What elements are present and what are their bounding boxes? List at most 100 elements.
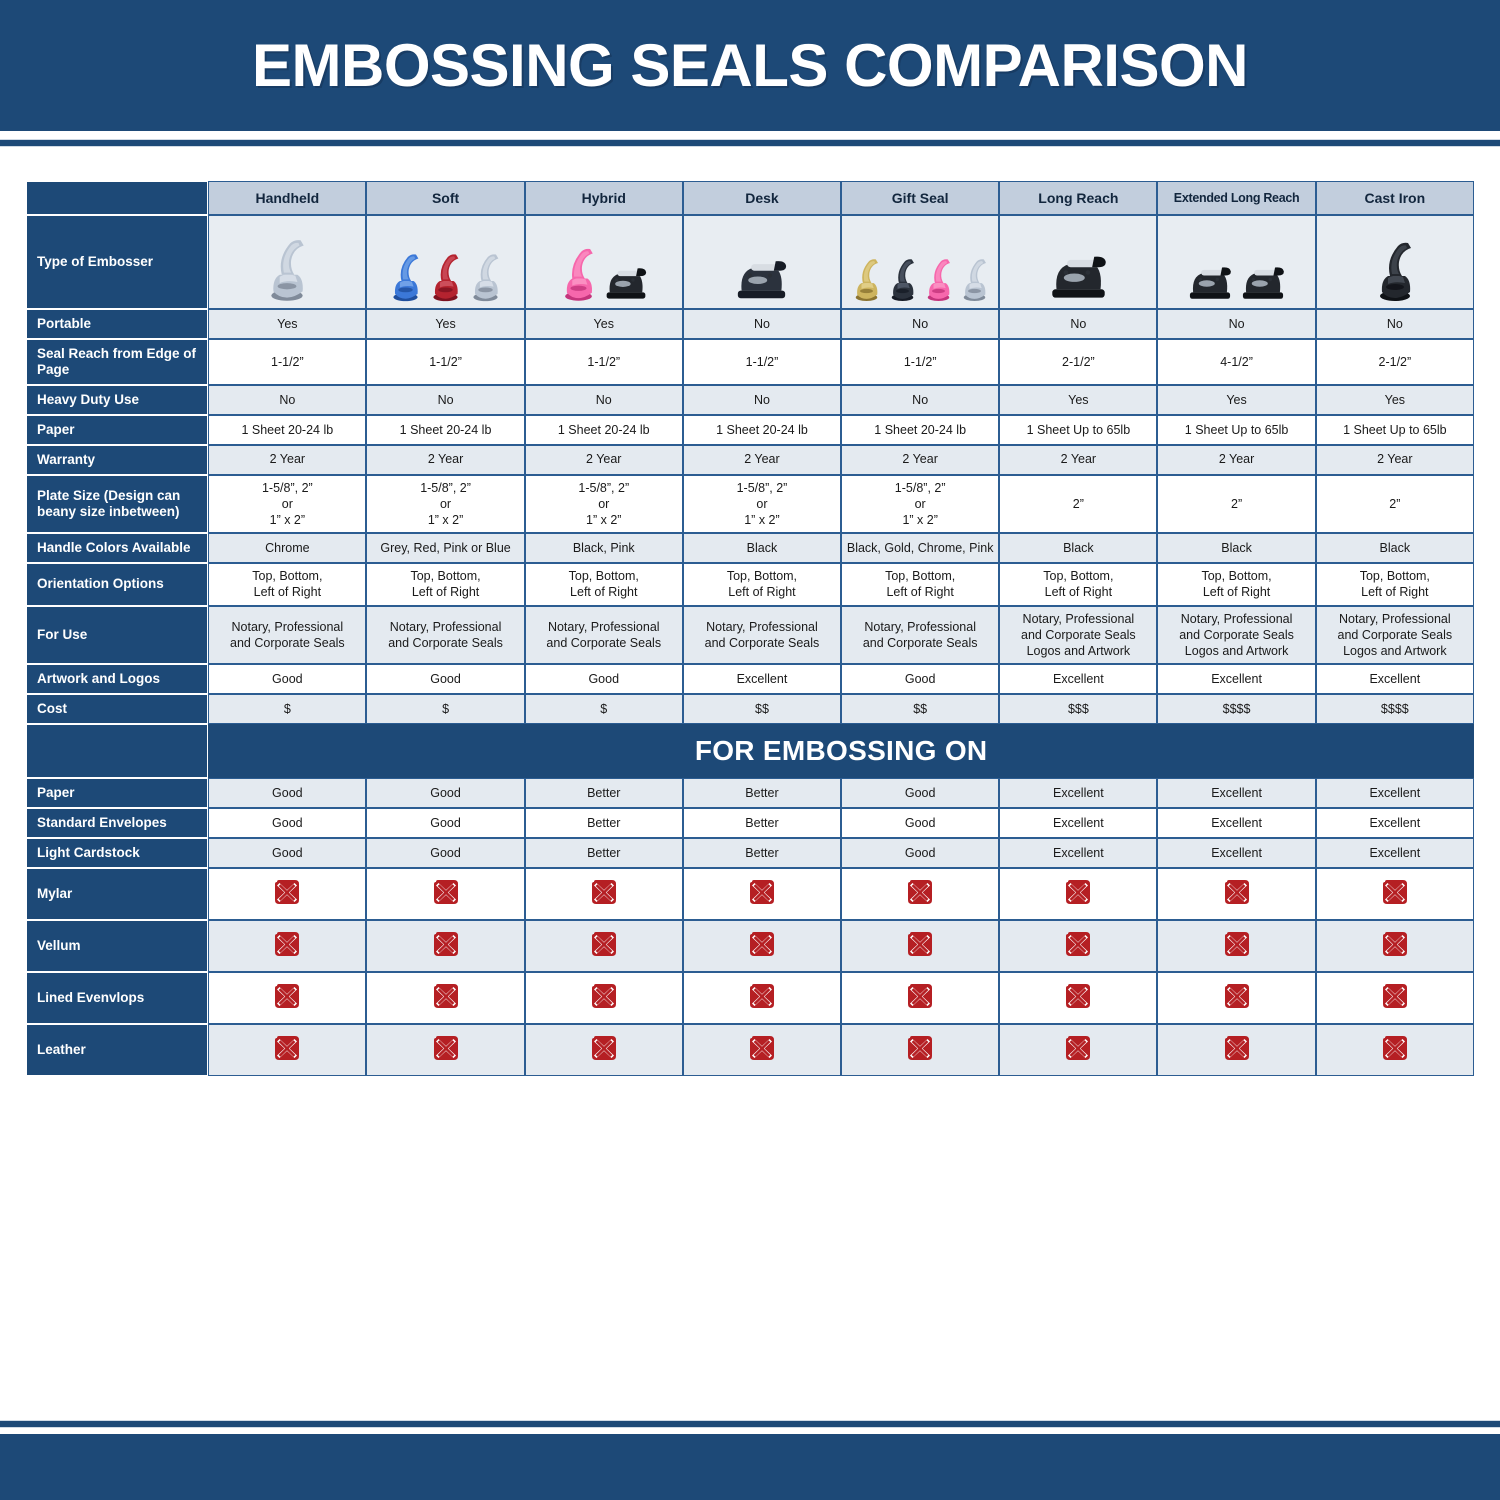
cell-extended-long-reach: 4-1/2”	[1157, 338, 1316, 385]
column-header-handheld: Handheld	[208, 181, 367, 215]
cell-desk	[682, 868, 842, 921]
x-mark-icon	[433, 931, 459, 957]
cell-gift-seal: Good	[841, 838, 1000, 869]
section-banner-row: FOR EMBOSSING ON	[26, 724, 1474, 779]
embosser-illustration	[732, 249, 791, 302]
table-row: Leather	[26, 1024, 1474, 1077]
row-label-handle-colors-available: Handle Colors Available	[26, 533, 209, 564]
cell-desk: Better	[682, 778, 842, 809]
embosser-illustration	[1185, 257, 1235, 302]
table-row: Paper Good Good Better Better Good Excellent Ex…	[26, 778, 1474, 809]
cell-soft: Yes	[366, 309, 525, 339]
cell-gift-seal: Notary, Professional and Corporate Seals	[841, 605, 1000, 665]
table-row: Warranty 2 Year 2 Year 2 Year 2 Year 2 Year 2 …	[26, 444, 1474, 475]
cell-desk: No	[682, 384, 842, 415]
row-label-orientation-options: Orientation Options	[26, 563, 209, 606]
cell-handheld: Top, Bottom, Left of Right	[208, 563, 367, 606]
cell-gift-seal: Top, Bottom, Left of Right	[841, 563, 1000, 606]
cell-soft: 1-5/8”, 2” or 1” x 2”	[366, 474, 525, 534]
cell-long-reach	[999, 920, 1158, 973]
cell-long-reach: Excellent	[999, 778, 1158, 809]
cell-soft: Grey, Red, Pink or Blue	[366, 533, 525, 564]
cell-hybrid	[524, 972, 683, 1025]
embosser-illustration	[886, 257, 919, 302]
bottom-banner	[0, 1434, 1500, 1500]
row-label-heavy-duty-use: Heavy Duty Use	[26, 384, 209, 415]
x-mark-icon	[749, 983, 775, 1009]
x-mark-icon	[1065, 931, 1091, 957]
cell-long-reach	[999, 972, 1158, 1025]
cell-cast-iron: Excellent	[1315, 838, 1474, 869]
cell-cast-iron: Yes	[1315, 384, 1474, 415]
row-label-warranty: Warranty	[26, 444, 209, 475]
cell-gift-seal: Good	[841, 664, 1000, 695]
x-mark-icon	[1382, 983, 1408, 1009]
cell-cast-iron: $$$$	[1315, 694, 1474, 725]
cell-gift-seal	[841, 1024, 1000, 1077]
cell-desk	[682, 215, 842, 309]
cell-long-reach: Top, Bottom, Left of Right	[999, 563, 1158, 606]
cell-soft: Top, Bottom, Left of Right	[366, 563, 525, 606]
cell-gift-seal: 2 Year	[841, 444, 1000, 475]
cast-iron-embosser	[1317, 216, 1473, 308]
row-label-paper: Paper	[26, 778, 209, 809]
soft-embossers	[367, 216, 523, 308]
cell-handheld: Good	[208, 838, 367, 869]
x-mark-icon	[591, 931, 617, 957]
cell-desk: 1 Sheet 20-24 lb	[682, 414, 842, 445]
table-row: Lined Evenvlops	[26, 972, 1474, 1025]
table-row: Type of Embosser	[26, 215, 1474, 309]
cell-gift-seal: No	[841, 309, 1000, 339]
cell-hybrid: No	[524, 384, 683, 415]
x-mark-icon	[1382, 879, 1408, 905]
cell-gift-seal: $$	[841, 694, 1000, 725]
cell-cast-iron	[1315, 920, 1474, 973]
extended-long-reach-embossers	[1158, 216, 1314, 308]
cell-soft: Good	[366, 664, 525, 695]
cell-long-reach: 2”	[999, 474, 1158, 534]
cell-cast-iron	[1315, 1024, 1474, 1077]
table-header: Handheld Soft Hybrid Desk Gift Seal Long Reac…	[26, 181, 1474, 215]
table-row: Handle Colors Available Chrome Grey, Red, …	[26, 533, 1474, 564]
embosser-illustration	[1046, 243, 1111, 302]
row-label-paper: Paper	[26, 414, 209, 445]
cell-hybrid: Top, Bottom, Left of Right	[524, 563, 683, 606]
table-row: Cost $ $ $ $$ $$ $$$ $$$$ $$$$	[26, 694, 1474, 725]
column-header-long-reach: Long Reach	[999, 181, 1158, 215]
cell-desk: 2 Year	[682, 444, 842, 475]
cell-gift-seal	[841, 215, 1000, 309]
cell-extended-long-reach: $$$$	[1157, 694, 1316, 725]
cell-hybrid: 2 Year	[524, 444, 683, 475]
cell-extended-long-reach: Top, Bottom, Left of Right	[1157, 563, 1316, 606]
row-label-artwork-and-logos: Artwork and Logos	[26, 664, 209, 695]
cell-extended-long-reach	[1157, 1024, 1316, 1077]
cell-long-reach: Yes	[999, 384, 1158, 415]
table-row: Vellum	[26, 920, 1474, 973]
column-header-desk: Desk	[682, 181, 842, 215]
cell-hybrid: Black, Pink	[524, 533, 683, 564]
cell-long-reach: 1 Sheet Up to 65lb	[999, 414, 1158, 445]
cell-cast-iron	[1315, 972, 1474, 1025]
cell-hybrid	[524, 215, 683, 309]
cell-hybrid: Better	[524, 778, 683, 809]
cell-cast-iron: Excellent	[1315, 778, 1474, 809]
cell-hybrid	[524, 868, 683, 921]
x-mark-icon	[274, 931, 300, 957]
x-mark-icon	[591, 983, 617, 1009]
row-label-cost: Cost	[26, 694, 209, 725]
cell-extended-long-reach: Excellent	[1157, 838, 1316, 869]
cell-long-reach: No	[999, 309, 1158, 339]
cell-handheld: 1 Sheet 20-24 lb	[208, 414, 367, 445]
cell-long-reach: 2-1/2”	[999, 338, 1158, 385]
x-mark-icon	[274, 879, 300, 905]
table-row: Orientation Options Top, Bottom, Left of …	[26, 563, 1474, 606]
embosser-illustration	[958, 257, 991, 302]
cell-handheld: 1-1/2”	[208, 338, 367, 385]
cell-extended-long-reach: Excellent	[1157, 778, 1316, 809]
cell-cast-iron: 2”	[1315, 474, 1474, 534]
cell-desk	[682, 920, 842, 973]
table-section-banner: FOR EMBOSSING ON	[26, 724, 1474, 779]
cell-gift-seal	[841, 920, 1000, 973]
cell-handheld: 1-5/8”, 2” or 1” x 2”	[208, 474, 367, 534]
cell-hybrid: $	[524, 694, 683, 725]
